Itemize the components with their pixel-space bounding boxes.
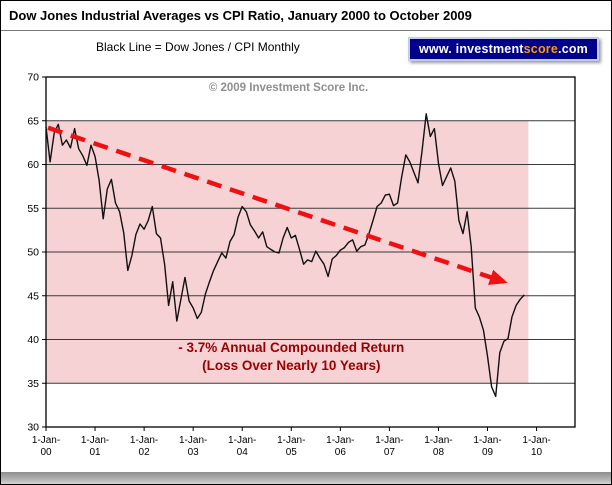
y-axis-label: 35 bbox=[27, 378, 39, 390]
badge-prefix: www. investment bbox=[419, 42, 524, 56]
x-axis-label: 1-Jan- bbox=[424, 435, 452, 446]
y-axis-label: 40 bbox=[27, 334, 39, 346]
y-axis-label: 65 bbox=[27, 115, 39, 127]
x-axis-label: 09 bbox=[482, 447, 494, 458]
plot-border bbox=[45, 76, 576, 428]
subtitle-row: Black Line = Dow Jones / CPI Monthly www… bbox=[1, 31, 611, 67]
x-axis-label: 05 bbox=[286, 447, 298, 458]
x-axis-label: 1-Jan- bbox=[81, 435, 109, 446]
chart-title: Dow Jones Industrial Averages vs CPI Rat… bbox=[9, 8, 472, 23]
x-axis-label: 08 bbox=[433, 447, 445, 458]
x-axis-label: 03 bbox=[188, 447, 200, 458]
badge-highlight: score bbox=[523, 42, 559, 56]
x-axis-label: 1-Jan- bbox=[522, 435, 550, 446]
title-row: Dow Jones Industrial Averages vs CPI Rat… bbox=[1, 1, 611, 31]
x-axis-label: 1-Jan- bbox=[473, 435, 501, 446]
x-axis-label: 04 bbox=[237, 447, 249, 458]
ratio-line-chart: 3035404550556065701-Jan-001-Jan-011-Jan-… bbox=[27, 72, 576, 458]
bottom-shadow bbox=[1, 472, 611, 484]
chart-subtitle: Black Line = Dow Jones / CPI Monthly bbox=[96, 40, 300, 54]
x-axis-label: 07 bbox=[384, 447, 396, 458]
watermark-text: © 2009 Investment Score Inc. bbox=[209, 82, 368, 94]
x-axis-label: 02 bbox=[139, 447, 151, 458]
annotation-text: - 3.7% Annual Compounded Return bbox=[178, 340, 404, 355]
annotation-text: (Loss Over Nearly 10 Years) bbox=[202, 358, 380, 373]
x-axis-label: 00 bbox=[40, 447, 52, 458]
badge-suffix: .com bbox=[558, 42, 588, 56]
y-axis-label: 50 bbox=[27, 247, 39, 259]
website-badge[interactable]: www. investmentscore.com bbox=[408, 37, 599, 61]
data-line bbox=[45, 113, 525, 398]
y-axis-label: 70 bbox=[27, 72, 39, 84]
y-axis-label: 45 bbox=[27, 290, 39, 302]
x-axis-label: 1-Jan- bbox=[375, 435, 403, 446]
x-axis-label: 01 bbox=[89, 447, 101, 458]
x-axis-label: 06 bbox=[335, 447, 347, 458]
x-axis-label: 1-Jan- bbox=[130, 435, 158, 446]
x-axis-label: 1-Jan- bbox=[326, 435, 354, 446]
y-axis-label: 55 bbox=[27, 203, 39, 215]
y-axis-label: 30 bbox=[27, 422, 39, 434]
x-axis-label: 1-Jan- bbox=[228, 435, 256, 446]
y-axis-label: 60 bbox=[27, 159, 39, 171]
trend-arrow bbox=[47, 125, 508, 285]
x-axis-label: 1-Jan- bbox=[277, 435, 305, 446]
x-axis-label: 1-Jan- bbox=[179, 435, 207, 446]
x-axis-label: 1-Jan- bbox=[32, 435, 60, 446]
x-axis-label: 10 bbox=[531, 447, 543, 458]
